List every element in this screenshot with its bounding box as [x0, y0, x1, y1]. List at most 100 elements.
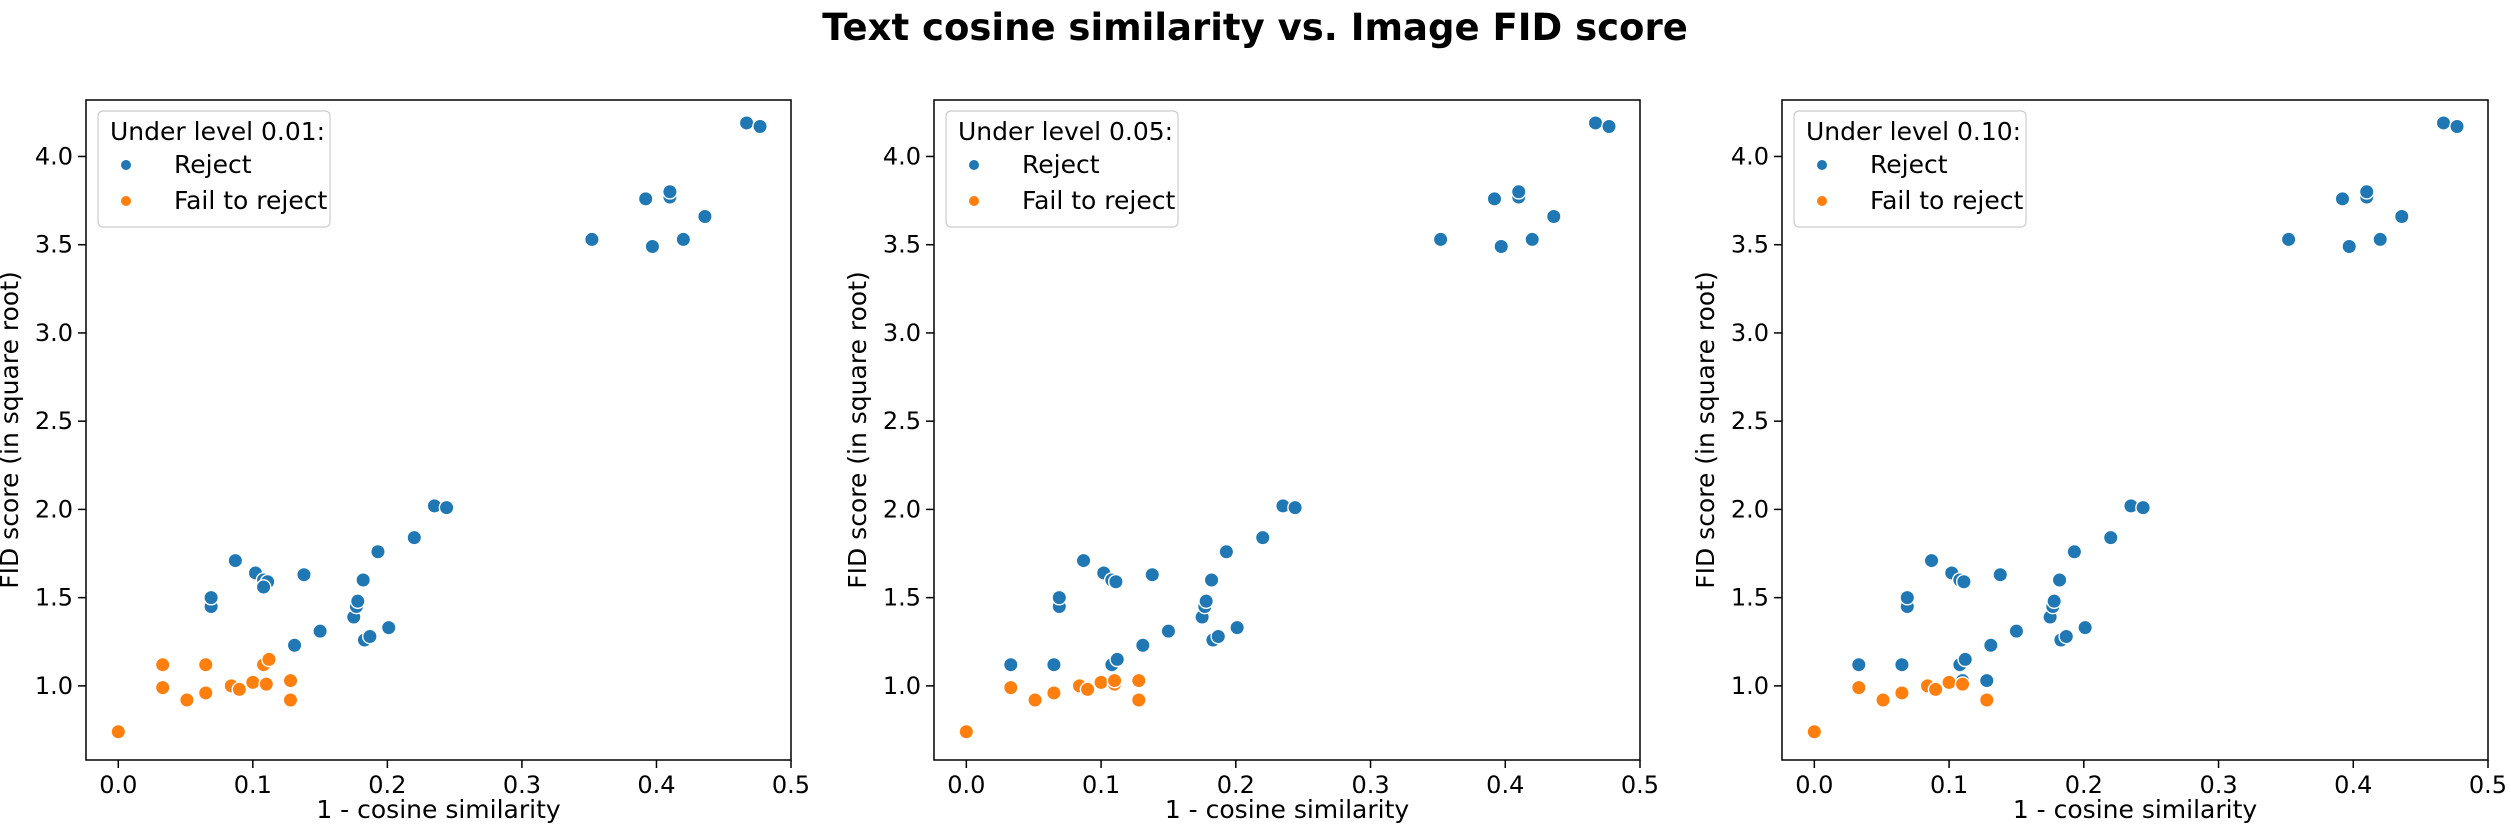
data-point — [675, 231, 692, 248]
data-point — [1075, 552, 1092, 569]
data-point — [662, 183, 678, 200]
y-tick-label: 3.0 — [1731, 319, 1769, 347]
data-point — [197, 656, 214, 673]
x-tick-label: 0.2 — [368, 771, 406, 799]
data-point — [958, 723, 975, 740]
legend: Under level 0.10: Reject Fail to reject — [1793, 110, 2027, 228]
y-tick-label: 1.0 — [35, 672, 73, 700]
panel-2: 0.0 0.1 0.2 0.3 0.4 0.5 1.0 1.5 2.0 2.5 3.0 3.5 4.0 1… — [843, 99, 1659, 824]
data-point — [227, 552, 244, 569]
data-point — [244, 674, 261, 691]
data-point — [1545, 208, 1562, 225]
data-point — [1046, 656, 1062, 673]
x-axis-label: 1 - cosine similarity — [316, 795, 561, 824]
data-point — [2077, 619, 2094, 636]
x-tick-label: 0.5 — [772, 771, 810, 799]
data-point — [1978, 692, 1995, 708]
data-point — [1894, 656, 1910, 673]
data-point — [438, 499, 455, 516]
legend-title: Under level 0.10: — [1806, 117, 2021, 146]
legend-title: Under level 0.05: — [958, 117, 1173, 146]
series-reject — [203, 115, 768, 654]
data-point — [1927, 681, 1944, 698]
x-tick-label: 0.4 — [2334, 771, 2372, 799]
figure-title: Text cosine similarity vs. Image FID sco… — [822, 6, 1688, 49]
data-point — [406, 529, 423, 546]
legend-marker — [1816, 195, 1828, 207]
y-tick-label: 2.5 — [883, 407, 921, 435]
data-point — [738, 115, 755, 131]
legend-entry: Reject — [174, 150, 252, 179]
data-point — [1051, 589, 1068, 606]
x-tick-label: 0.3 — [2199, 771, 2237, 799]
x-tick-label: 0.5 — [2469, 771, 2507, 799]
legend-marker — [120, 159, 132, 171]
data-point — [1254, 529, 1271, 546]
y-tick-label: 3.0 — [883, 319, 921, 347]
y-tick-label: 1.0 — [1731, 672, 1769, 700]
data-point — [258, 676, 275, 693]
data-point — [231, 681, 248, 698]
data-point — [1287, 499, 1303, 516]
x-tick-label: 0.0 — [99, 771, 137, 799]
x-axis-label: 1 - cosine similarity — [2013, 795, 2258, 824]
x-tick-label: 0.4 — [1486, 771, 1524, 799]
y-axis-label: FID score (in square root) — [1691, 271, 1720, 589]
legend-box — [1793, 110, 2027, 228]
data-point — [1923, 552, 1940, 569]
data-point — [1850, 656, 1867, 673]
panel-3: 0.0 0.1 0.2 0.3 0.4 0.5 1.0 1.5 2.0 2.5 3.0 3.5 4.0 1… — [1691, 99, 2507, 824]
legend-box — [97, 110, 331, 228]
data-point — [1210, 628, 1227, 645]
data-point — [2135, 499, 2151, 516]
data-point — [1955, 573, 1972, 590]
y-tick-label: 4.0 — [35, 142, 73, 170]
series-fail-to-reject — [110, 651, 299, 740]
y-tick-label: 3.5 — [35, 231, 73, 259]
data-point — [2280, 231, 2297, 248]
data-point — [255, 579, 272, 595]
legend: Under level 0.01: Reject Fail to reject — [97, 110, 331, 228]
data-point — [1587, 115, 1604, 131]
y-axis-label: FID score (in square root) — [843, 271, 872, 589]
y-tick-label: 4.0 — [883, 142, 921, 170]
y-tick-label: 2.0 — [1731, 495, 1769, 523]
legend-box — [945, 110, 1179, 228]
x-tick-label: 0.4 — [637, 771, 675, 799]
data-point — [2066, 543, 2083, 560]
data-point — [2051, 572, 2068, 588]
data-point — [154, 656, 171, 673]
data-point — [1144, 566, 1161, 583]
data-point — [1806, 723, 1823, 740]
data-point — [1093, 674, 1109, 691]
y-tick-label: 2.0 — [883, 495, 921, 523]
legend-entry: Fail to reject — [1022, 186, 1175, 215]
data-point — [1198, 593, 1215, 610]
data-point — [1493, 238, 1510, 255]
data-point — [1850, 679, 1867, 696]
axes-frame — [85, 99, 792, 761]
data-point — [752, 118, 768, 135]
y-tick-label: 2.5 — [1731, 407, 1769, 435]
x-tick-label: 0.3 — [1351, 771, 1389, 799]
data-point — [1510, 183, 1527, 200]
data-point — [1524, 231, 1541, 248]
data-point — [1218, 543, 1235, 560]
data-point — [380, 619, 397, 636]
y-tick-label: 2.0 — [35, 495, 73, 523]
legend: Under level 0.05: Reject Fail to reject — [945, 110, 1179, 228]
data-point — [2435, 115, 2452, 131]
data-point — [1601, 118, 1617, 135]
data-point — [312, 623, 329, 640]
x-tick-label: 0.0 — [1795, 771, 1833, 799]
data-point — [361, 628, 378, 645]
y-tick-label: 3.5 — [1731, 231, 1769, 259]
data-point — [2449, 118, 2465, 135]
data-point — [2393, 208, 2410, 225]
legend-marker — [968, 159, 980, 171]
y-tick-label: 2.5 — [35, 407, 73, 435]
data-point — [197, 685, 214, 701]
data-point — [282, 692, 299, 708]
x-tick-label: 0.3 — [503, 771, 541, 799]
